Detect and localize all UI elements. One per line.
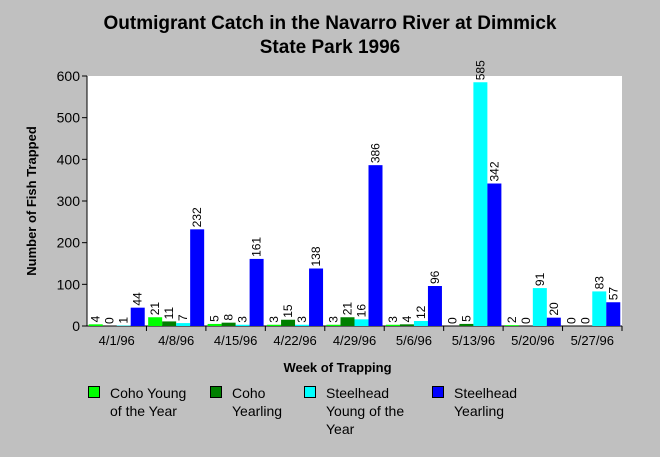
data-label: 4 bbox=[89, 315, 103, 322]
legend-swatch bbox=[304, 386, 316, 398]
bar-coho-yearling bbox=[221, 322, 236, 326]
data-label: 21 bbox=[341, 302, 355, 316]
bar-coho-young-of-the-year bbox=[385, 324, 400, 326]
data-label: 0 bbox=[519, 317, 533, 324]
bar-steelhead-young-of-the-year bbox=[473, 82, 488, 326]
y-tick-label: 0 bbox=[72, 318, 80, 334]
plot-area bbox=[87, 76, 622, 326]
data-label: 20 bbox=[547, 302, 561, 316]
chart-title-line-2: State Park 1996 bbox=[259, 37, 401, 58]
bar-steelhead-young-of-the-year bbox=[532, 288, 547, 326]
bar-coho-yearling bbox=[340, 317, 355, 326]
chart-title: Outmigrant Catch in the Navarro River at… bbox=[0, 12, 660, 60]
y-tick-label: 300 bbox=[57, 193, 81, 209]
data-label: 57 bbox=[606, 287, 620, 301]
x-tick-label: 4/1/96 bbox=[99, 333, 135, 348]
bar-coho-young-of-the-year bbox=[88, 324, 103, 326]
chart-legend: Coho Young of the Year Coho Yearling Steel… bbox=[0, 384, 660, 454]
y-tick-label: 200 bbox=[57, 235, 81, 251]
x-tick-label: 5/20/96 bbox=[511, 333, 554, 348]
bar-steelhead-yearling bbox=[309, 268, 324, 326]
bar-coho-young-of-the-year bbox=[326, 324, 341, 326]
bar-coho-yearling bbox=[281, 319, 296, 326]
y-tick-label: 100 bbox=[57, 276, 81, 292]
bar-coho-young-of-the-year bbox=[267, 324, 282, 326]
legend-label: Coho Young of the Year bbox=[110, 385, 187, 419]
bar-coho-young-of-the-year bbox=[207, 323, 222, 326]
data-label: 386 bbox=[369, 143, 383, 163]
data-label: 0 bbox=[564, 317, 578, 324]
data-label: 3 bbox=[267, 316, 281, 323]
data-label: 5 bbox=[459, 315, 473, 322]
data-label: 15 bbox=[281, 304, 295, 318]
data-label: 21 bbox=[148, 302, 162, 316]
data-label: 44 bbox=[131, 292, 145, 306]
x-tick-label: 4/29/96 bbox=[333, 333, 376, 348]
legend-swatch bbox=[210, 386, 222, 398]
bar-steelhead-yearling bbox=[249, 258, 264, 326]
data-label: 342 bbox=[487, 161, 501, 181]
data-label: 138 bbox=[309, 246, 323, 266]
bar-steelhead-yearling bbox=[546, 317, 561, 326]
x-tick-label: 4/15/96 bbox=[214, 333, 257, 348]
data-label: 11 bbox=[162, 307, 176, 320]
legend-label: Steelhead Yearling bbox=[454, 385, 518, 419]
bar-steelhead-young-of-the-year bbox=[354, 319, 369, 326]
data-label: 96 bbox=[428, 270, 442, 284]
bar-coho-young-of-the-year bbox=[148, 317, 163, 326]
data-label: 1 bbox=[117, 317, 131, 324]
bar-steelhead-yearling bbox=[368, 165, 383, 326]
bar-steelhead-yearling bbox=[427, 286, 442, 326]
chart-title-line-1: Outmigrant Catch in the Navarro River at… bbox=[103, 13, 557, 34]
data-label: 83 bbox=[592, 276, 606, 290]
data-label: 0 bbox=[445, 317, 459, 324]
data-label: 16 bbox=[355, 304, 369, 318]
bar-coho-yearling bbox=[162, 321, 177, 326]
data-label: 2 bbox=[505, 316, 519, 323]
data-label: 8 bbox=[222, 314, 236, 321]
data-label: 4 bbox=[400, 315, 414, 322]
legend-label: Steelhead Young of the Year bbox=[326, 385, 405, 437]
data-label: 0 bbox=[578, 317, 592, 324]
data-label: 0 bbox=[103, 317, 117, 324]
data-label: 161 bbox=[250, 237, 264, 257]
data-label: 3 bbox=[295, 316, 309, 323]
data-label: 3 bbox=[327, 316, 341, 323]
legend-swatch bbox=[88, 386, 100, 398]
legend-swatch bbox=[432, 386, 444, 398]
data-label: 3 bbox=[386, 316, 400, 323]
bar-steelhead-yearling bbox=[606, 302, 621, 326]
data-label: 7 bbox=[176, 314, 190, 321]
data-label: 91 bbox=[533, 272, 547, 286]
data-label: 12 bbox=[414, 305, 428, 319]
y-tick-label: 400 bbox=[57, 151, 81, 167]
x-tick-label: 5/27/96 bbox=[571, 333, 614, 348]
bar-coho-yearling bbox=[399, 324, 414, 326]
bar-steelhead-yearling bbox=[487, 183, 502, 326]
bar-steelhead-young-of-the-year bbox=[235, 324, 250, 326]
x-tick-label: 4/22/96 bbox=[273, 333, 316, 348]
data-label: 3 bbox=[236, 316, 250, 323]
bar-steelhead-young-of-the-year bbox=[176, 323, 191, 326]
y-axis-title: Number of Fish Trapped bbox=[24, 126, 39, 276]
data-label: 232 bbox=[190, 207, 204, 227]
x-tick-label: 4/8/96 bbox=[158, 333, 194, 348]
bar-steelhead-yearling bbox=[130, 307, 145, 326]
y-tick-label: 500 bbox=[57, 110, 81, 126]
data-label: 5 bbox=[208, 315, 222, 322]
x-tick-label: 5/13/96 bbox=[452, 333, 495, 348]
y-tick-label: 600 bbox=[57, 68, 81, 84]
data-label: 585 bbox=[473, 60, 487, 80]
bar-steelhead-young-of-the-year bbox=[413, 321, 428, 326]
legend-label: Coho Yearling bbox=[232, 385, 283, 419]
x-axis-title: Week of Trapping bbox=[283, 360, 391, 375]
bar-coho-yearling bbox=[459, 323, 474, 326]
bar-coho-young-of-the-year bbox=[504, 325, 519, 326]
bar-steelhead-young-of-the-year bbox=[295, 324, 310, 326]
bar-steelhead-young-of-the-year bbox=[592, 291, 607, 326]
bar-steelhead-yearling bbox=[190, 229, 205, 326]
x-tick-label: 5/6/96 bbox=[396, 333, 432, 348]
